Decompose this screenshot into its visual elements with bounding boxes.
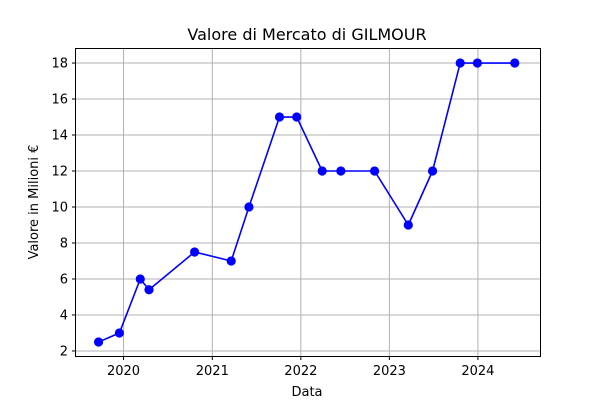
data-point xyxy=(427,166,438,176)
plot-frame xyxy=(75,48,541,357)
data-point xyxy=(244,202,254,212)
data-point xyxy=(336,166,346,176)
data-point xyxy=(114,328,125,338)
data-point xyxy=(455,58,465,68)
data-point xyxy=(190,247,200,257)
data-point xyxy=(403,220,413,230)
data-point xyxy=(510,58,520,68)
data-point xyxy=(93,337,104,347)
x-tick-label: 2022 xyxy=(284,364,317,379)
data-point xyxy=(135,274,145,284)
data-point xyxy=(472,58,483,68)
y-tick-label: 2 xyxy=(60,344,68,359)
y-tick-label: 18 xyxy=(51,57,68,72)
y-tick-label: 12 xyxy=(51,165,68,180)
y-tick-label: 16 xyxy=(51,93,68,108)
y-tick-label: 4 xyxy=(60,308,68,323)
data-point xyxy=(226,256,236,266)
x-axis: 2020 2021 2022 2023 2024 xyxy=(107,356,494,379)
series-layer xyxy=(93,58,520,347)
y-tick-label: 6 xyxy=(60,272,68,287)
data-point xyxy=(144,285,154,295)
data-point xyxy=(369,166,380,176)
data-point xyxy=(274,112,285,122)
x-tick-label: 2020 xyxy=(107,364,140,379)
y-tick-label: 10 xyxy=(51,200,68,215)
x-tick-label: 2024 xyxy=(461,364,494,379)
y-tick-label: 14 xyxy=(51,129,68,144)
data-point xyxy=(292,112,302,122)
chart-title: Valore di Mercato di GILMOUR xyxy=(187,25,426,44)
y-axis: 2 4 6 8 10 12 14 16 18 xyxy=(51,57,76,359)
x-tick-label: 2023 xyxy=(373,364,406,379)
y-axis-title: Valore in Milioni € xyxy=(27,145,42,260)
data-point xyxy=(317,166,327,176)
y-tick-label: 8 xyxy=(60,236,68,251)
x-axis-title: Data xyxy=(291,385,322,400)
x-tick-label: 2021 xyxy=(196,364,229,379)
